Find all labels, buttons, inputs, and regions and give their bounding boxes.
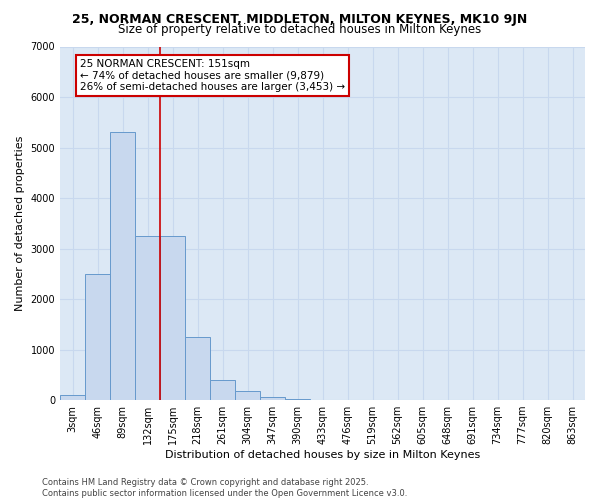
Bar (160, 236, 185, 400)
Bar (185, 337, 210, 400)
Bar (235, 392, 260, 400)
Text: 25, NORMAN CRESCENT, MIDDLETON, MILTON KEYNES, MK10 9JN: 25, NORMAN CRESCENT, MIDDLETON, MILTON K… (73, 12, 527, 26)
Bar (210, 380, 235, 400)
Text: Size of property relative to detached houses in Milton Keynes: Size of property relative to detached ho… (118, 22, 482, 36)
Bar (60, 395, 85, 400)
Text: 25 NORMAN CRESCENT: 151sqm
← 74% of detached houses are smaller (9,879)
26% of s: 25 NORMAN CRESCENT: 151sqm ← 74% of deta… (80, 59, 345, 92)
Bar (110, 132, 135, 400)
Bar (135, 236, 160, 400)
Y-axis label: Number of detached properties: Number of detached properties (15, 136, 25, 311)
Bar (85, 274, 110, 400)
X-axis label: Distribution of detached houses by size in Milton Keynes: Distribution of detached houses by size … (165, 450, 480, 460)
Bar (260, 397, 285, 400)
Text: Contains HM Land Registry data © Crown copyright and database right 2025.
Contai: Contains HM Land Registry data © Crown c… (42, 478, 407, 498)
